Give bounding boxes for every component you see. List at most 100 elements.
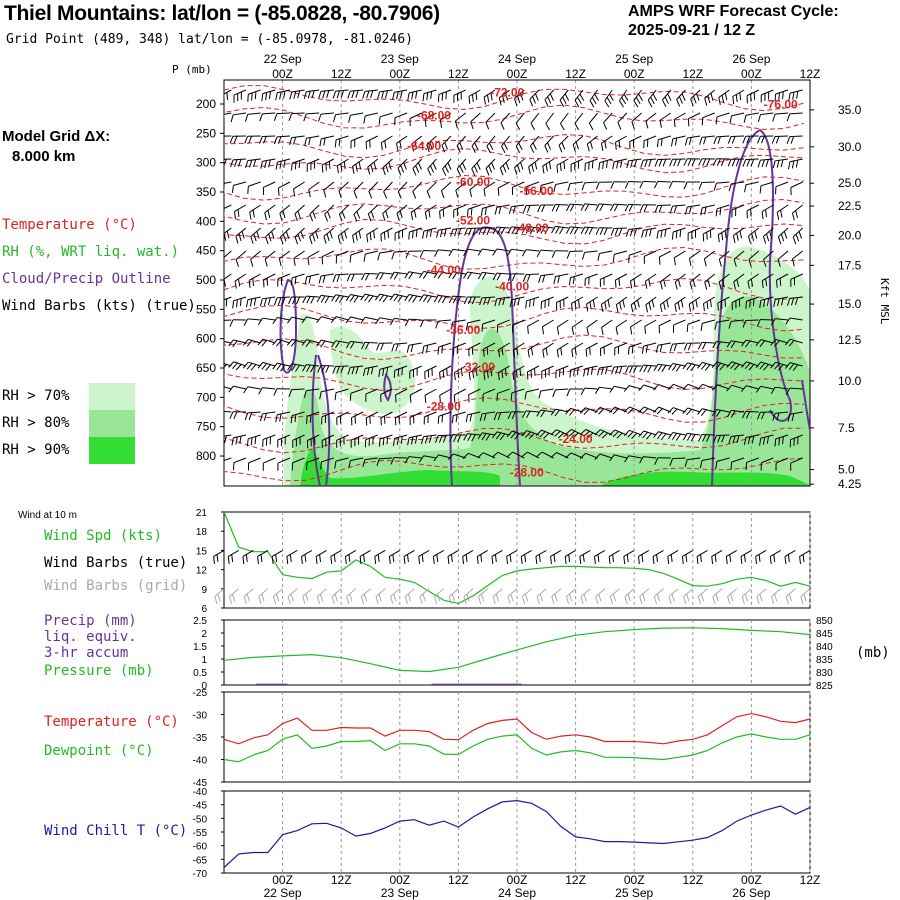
xs-wind-barb-152 [334,457,349,469]
xs-wind-barb-79 [272,338,291,347]
xs-wind-barb-352 [512,365,525,380]
xs-wind-barb-360 [528,158,540,175]
xs-wind-barb-238 [422,89,437,102]
xs-wind-barb-313 [477,248,496,256]
isotherm-9 [224,304,805,332]
xs-wind-barb-655 [773,296,789,308]
xs-wind-barb-518 [659,273,672,290]
legend-wind-barbs: Wind Barbs (kts) (true) [2,298,196,314]
xs-wind-barb-333 [496,319,510,333]
wind10m-true-barb-1 [227,549,239,565]
xs-wind-barb-593 [713,434,730,443]
xs-wind-barb-257 [441,135,452,153]
xs-wind-barb-327 [497,181,510,196]
xs-wind-barb-269 [437,411,452,424]
height-tick-6: 15.0 [838,297,862,311]
xs-wind-barb-611 [730,457,745,470]
xs-wind-barb-188 [378,112,393,125]
xs-wind-barb-635 [762,227,774,244]
xs-wind-barb-123 [323,181,335,198]
wind10m-label: Wind at 10 m [18,510,77,521]
wind10m-true-barb-18 [476,549,488,565]
xs-wind-barb-629 [760,89,774,103]
xs-wind-barb-460 [617,112,628,130]
xs-wind-barb-429 [581,181,598,191]
isotherm-label-1: -76.00 [764,98,798,112]
xs-wind-barb-262 [434,249,452,257]
xs-wind-barb-291 [471,135,481,153]
xs-wind-barb-279 [448,248,466,257]
xs-wind-barb-573 [697,361,715,371]
xs-wind-barb-173 [367,158,379,175]
pressure-axis-label: P (mb) [172,63,212,76]
wind10m-true-barb-26 [594,549,606,565]
xs-wind-barb-431 [580,226,598,235]
xs-wind-barb-566 [700,204,715,216]
xs-wind-barb-616 [744,181,759,193]
xs-wind-barb-499 [641,227,657,238]
xs-wind-barb-486 [630,319,642,335]
wind10m-true-barb-31 [667,549,679,565]
xs-wind-barb-136 [332,89,349,99]
xs-wind-barb-309 [485,158,496,176]
xs-wind-barb-580 [713,135,730,145]
legend-rh90: RH > 90% [2,442,70,458]
xs-wind-barb-148 [332,365,349,374]
xs-wind-barb-134 [321,434,335,449]
xs-wind-barb-476 [633,89,643,108]
xs-wind-barb-40 [250,227,261,244]
rh80-swatch [89,410,135,437]
xs-wind-barb-600 [731,204,745,218]
wind10m-grid-barb-1 [228,588,239,604]
xs-wind-barb-208 [397,181,408,199]
xs-wind-barb-450 [599,273,613,287]
xs-wind-barb-49 [246,434,261,447]
xs-wind-barb-365 [522,273,540,283]
xs-wind-barb-321 [477,432,496,441]
xs-wind-barb-523 [653,384,671,391]
xs-wind-barb-126 [321,250,335,265]
model-grid-value: 8.000 km [12,148,76,165]
grid-point-subtitle: Grid Point (489, 348) lat/lon = (-85.097… [6,32,413,47]
xs-wind-barb-639 [756,319,774,327]
xs-wind-barb-445 [598,158,613,171]
xs-wind-barb-58 [264,250,276,267]
xs-wind-barb-219 [392,434,408,446]
xs-wind-barb-271 [433,454,452,462]
pressure-ytick-3: 1.5 [193,642,207,653]
xs-wind-barb-608 [726,384,745,392]
xs-wind-barb-568 [703,250,716,267]
xs-wind-barb-263 [433,271,452,279]
xs-wind-barb-351 [512,342,525,358]
xs-wind-barb-171 [363,112,378,124]
wind10m-true-barb-15 [432,549,444,565]
precip-bar-0 [255,683,288,685]
xs-wind-barb-44 [243,318,261,326]
xs-wind-barb-116 [306,411,320,425]
pressure-tick-12: 800 [196,449,216,463]
xs-wind-barb-393 [558,135,569,153]
bottom-hour-label-1: 12Z [331,873,352,887]
xs-wind-barb-272 [453,89,466,103]
xs-wind-barb-218 [394,411,408,426]
legend-wind-chill: Wind Chill T (°C) [44,823,188,839]
wind10m-true-barb-23 [550,549,562,565]
pressure-right-tick-0: 825 [816,681,833,692]
xs-wind-barb-143 [335,250,349,264]
xs-wind-barb-558 [682,407,701,416]
xs-wind-barb-82 [275,411,291,423]
xs-wind-barb-197 [375,317,393,325]
xs-wind-barb-513 [654,158,671,167]
xs-wind-barb-358 [530,112,540,131]
xs-wind-barb-497 [639,180,657,189]
xs-wind-barb-552 [689,273,701,290]
windchill-panel: -70 -65 -60 -55 -50 -45 -40 [193,787,811,880]
xs-wind-barb-596 [729,112,745,124]
cloud-outline-4 [711,128,792,486]
xs-wind-barb-401 [556,319,569,335]
xs-wind-barb-527 [676,89,686,107]
xs-wind-barb-225 [412,181,423,199]
xs-wind-barb-205 [394,112,408,126]
rh-region-4 [600,471,810,486]
xs-wind-barb-353 [510,388,525,401]
